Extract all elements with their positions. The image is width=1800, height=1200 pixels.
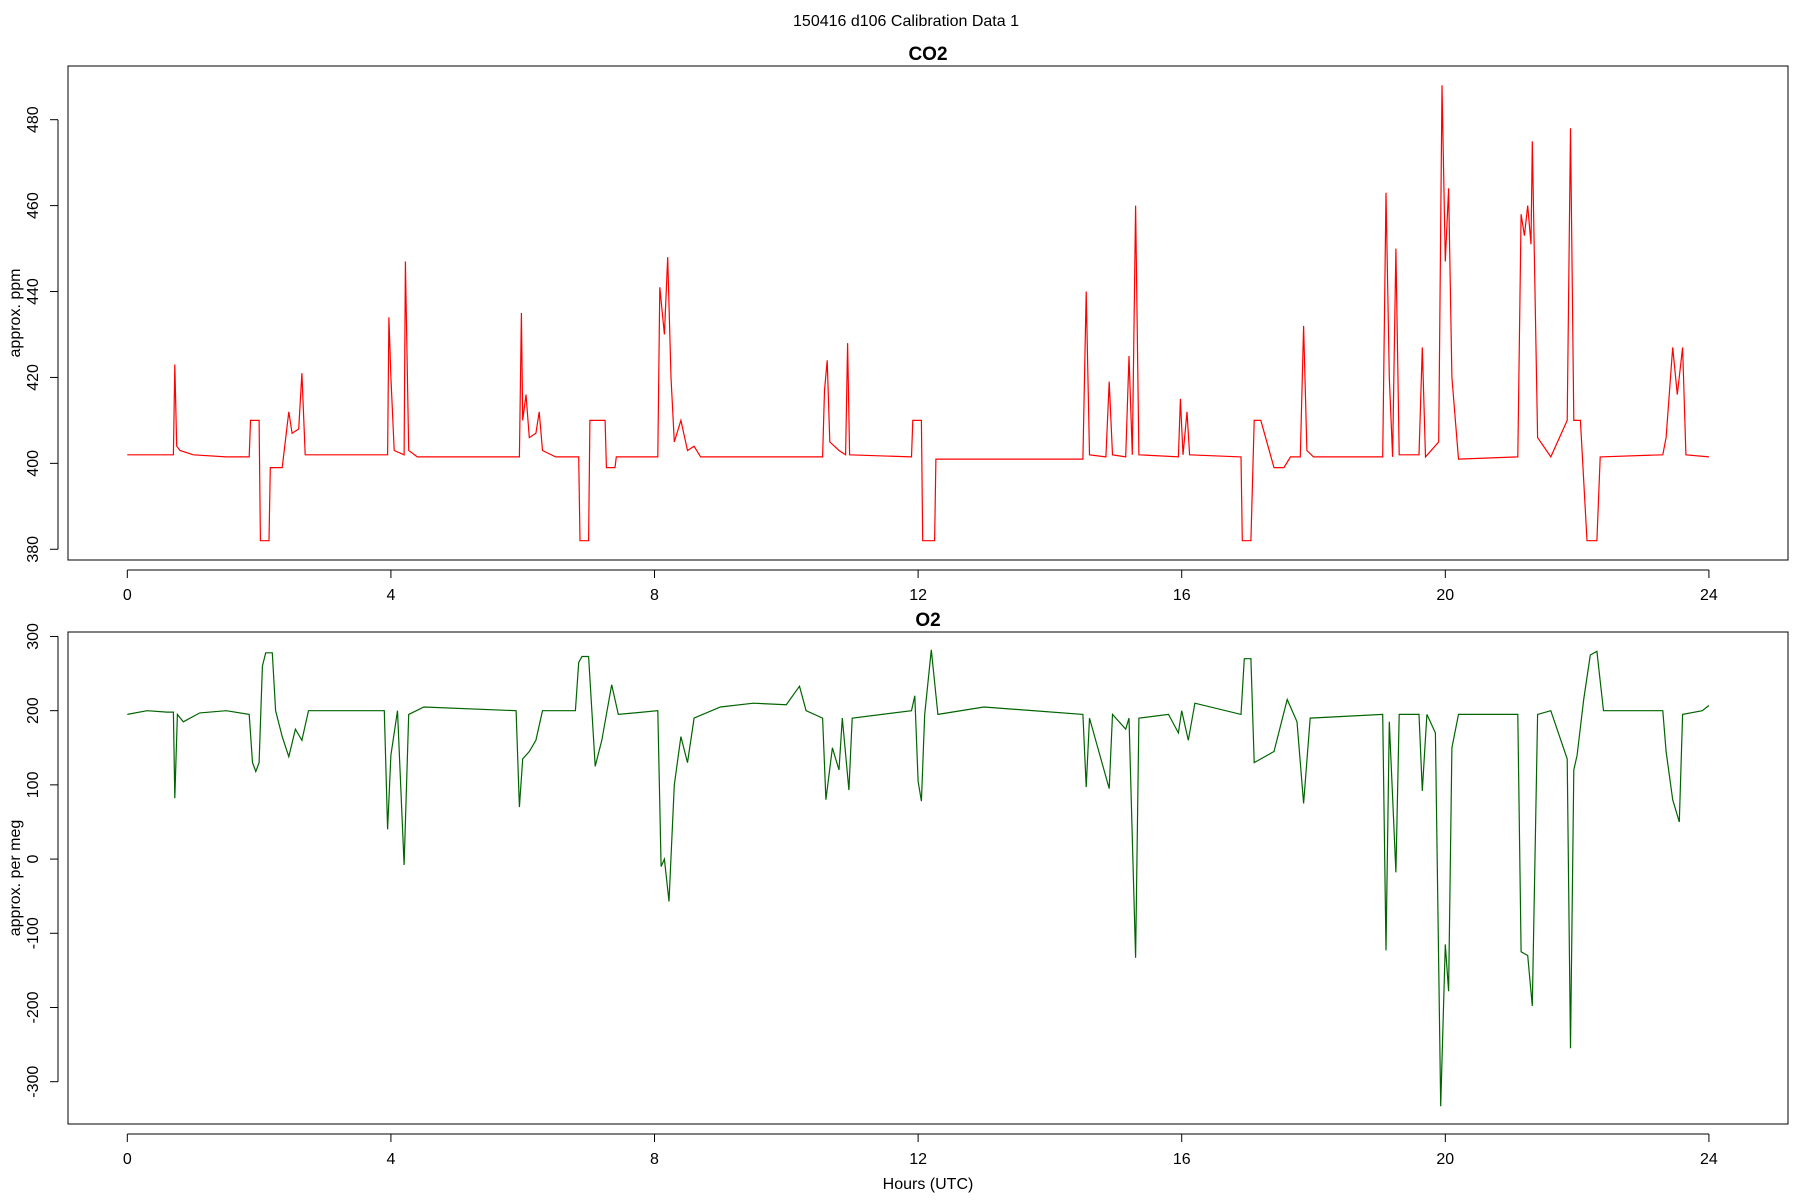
data-line — [127, 649, 1710, 1107]
page-title: 150416 d106 Calibration Data 1 — [793, 13, 1019, 30]
plot-frame — [67, 65, 1789, 561]
y-tick-label: 200 — [25, 697, 42, 724]
x-tick-label: 4 — [386, 587, 395, 604]
x-axis-label: Hours (UTC) — [883, 1176, 974, 1193]
y-tick-label: 100 — [25, 771, 42, 798]
y-tick-label: -300 — [25, 1066, 42, 1098]
y-tick-label: -200 — [25, 991, 42, 1023]
x-tick-label: 4 — [386, 1151, 395, 1168]
x-tick-label: 8 — [650, 587, 659, 604]
y-tick-label: 440 — [25, 278, 42, 305]
y-tick-label: 400 — [25, 450, 42, 477]
x-tick-label: 20 — [1436, 587, 1454, 604]
y-tick-label: 380 — [25, 536, 42, 563]
x-tick-label: 12 — [909, 1151, 927, 1168]
chart-title: O2 — [915, 610, 940, 631]
y-tick-label: 480 — [25, 106, 42, 133]
x-tick-label: 12 — [909, 587, 927, 604]
y-tick-label: 420 — [25, 364, 42, 391]
data-line — [127, 85, 1709, 542]
x-tick-label: 8 — [650, 1151, 659, 1168]
y-tick-label: 300 — [25, 623, 42, 650]
x-tick-label: 20 — [1436, 1151, 1454, 1168]
x-tick-label: 16 — [1173, 1151, 1191, 1168]
y-tick-label: 460 — [25, 192, 42, 219]
plot-frame — [67, 631, 1789, 1125]
x-tick-label: 0 — [123, 1151, 132, 1168]
chart-title: CO2 — [908, 44, 947, 65]
y-axis-label: approx. per meg — [7, 820, 24, 937]
y-tick-label: -100 — [25, 917, 42, 949]
y-axis-label: approx. ppm — [7, 269, 24, 358]
y-tick-label: 0 — [25, 855, 42, 864]
x-tick-label: 16 — [1173, 587, 1191, 604]
x-tick-label: 0 — [123, 587, 132, 604]
x-tick-label: 24 — [1700, 1151, 1718, 1168]
x-tick-label: 24 — [1700, 587, 1718, 604]
